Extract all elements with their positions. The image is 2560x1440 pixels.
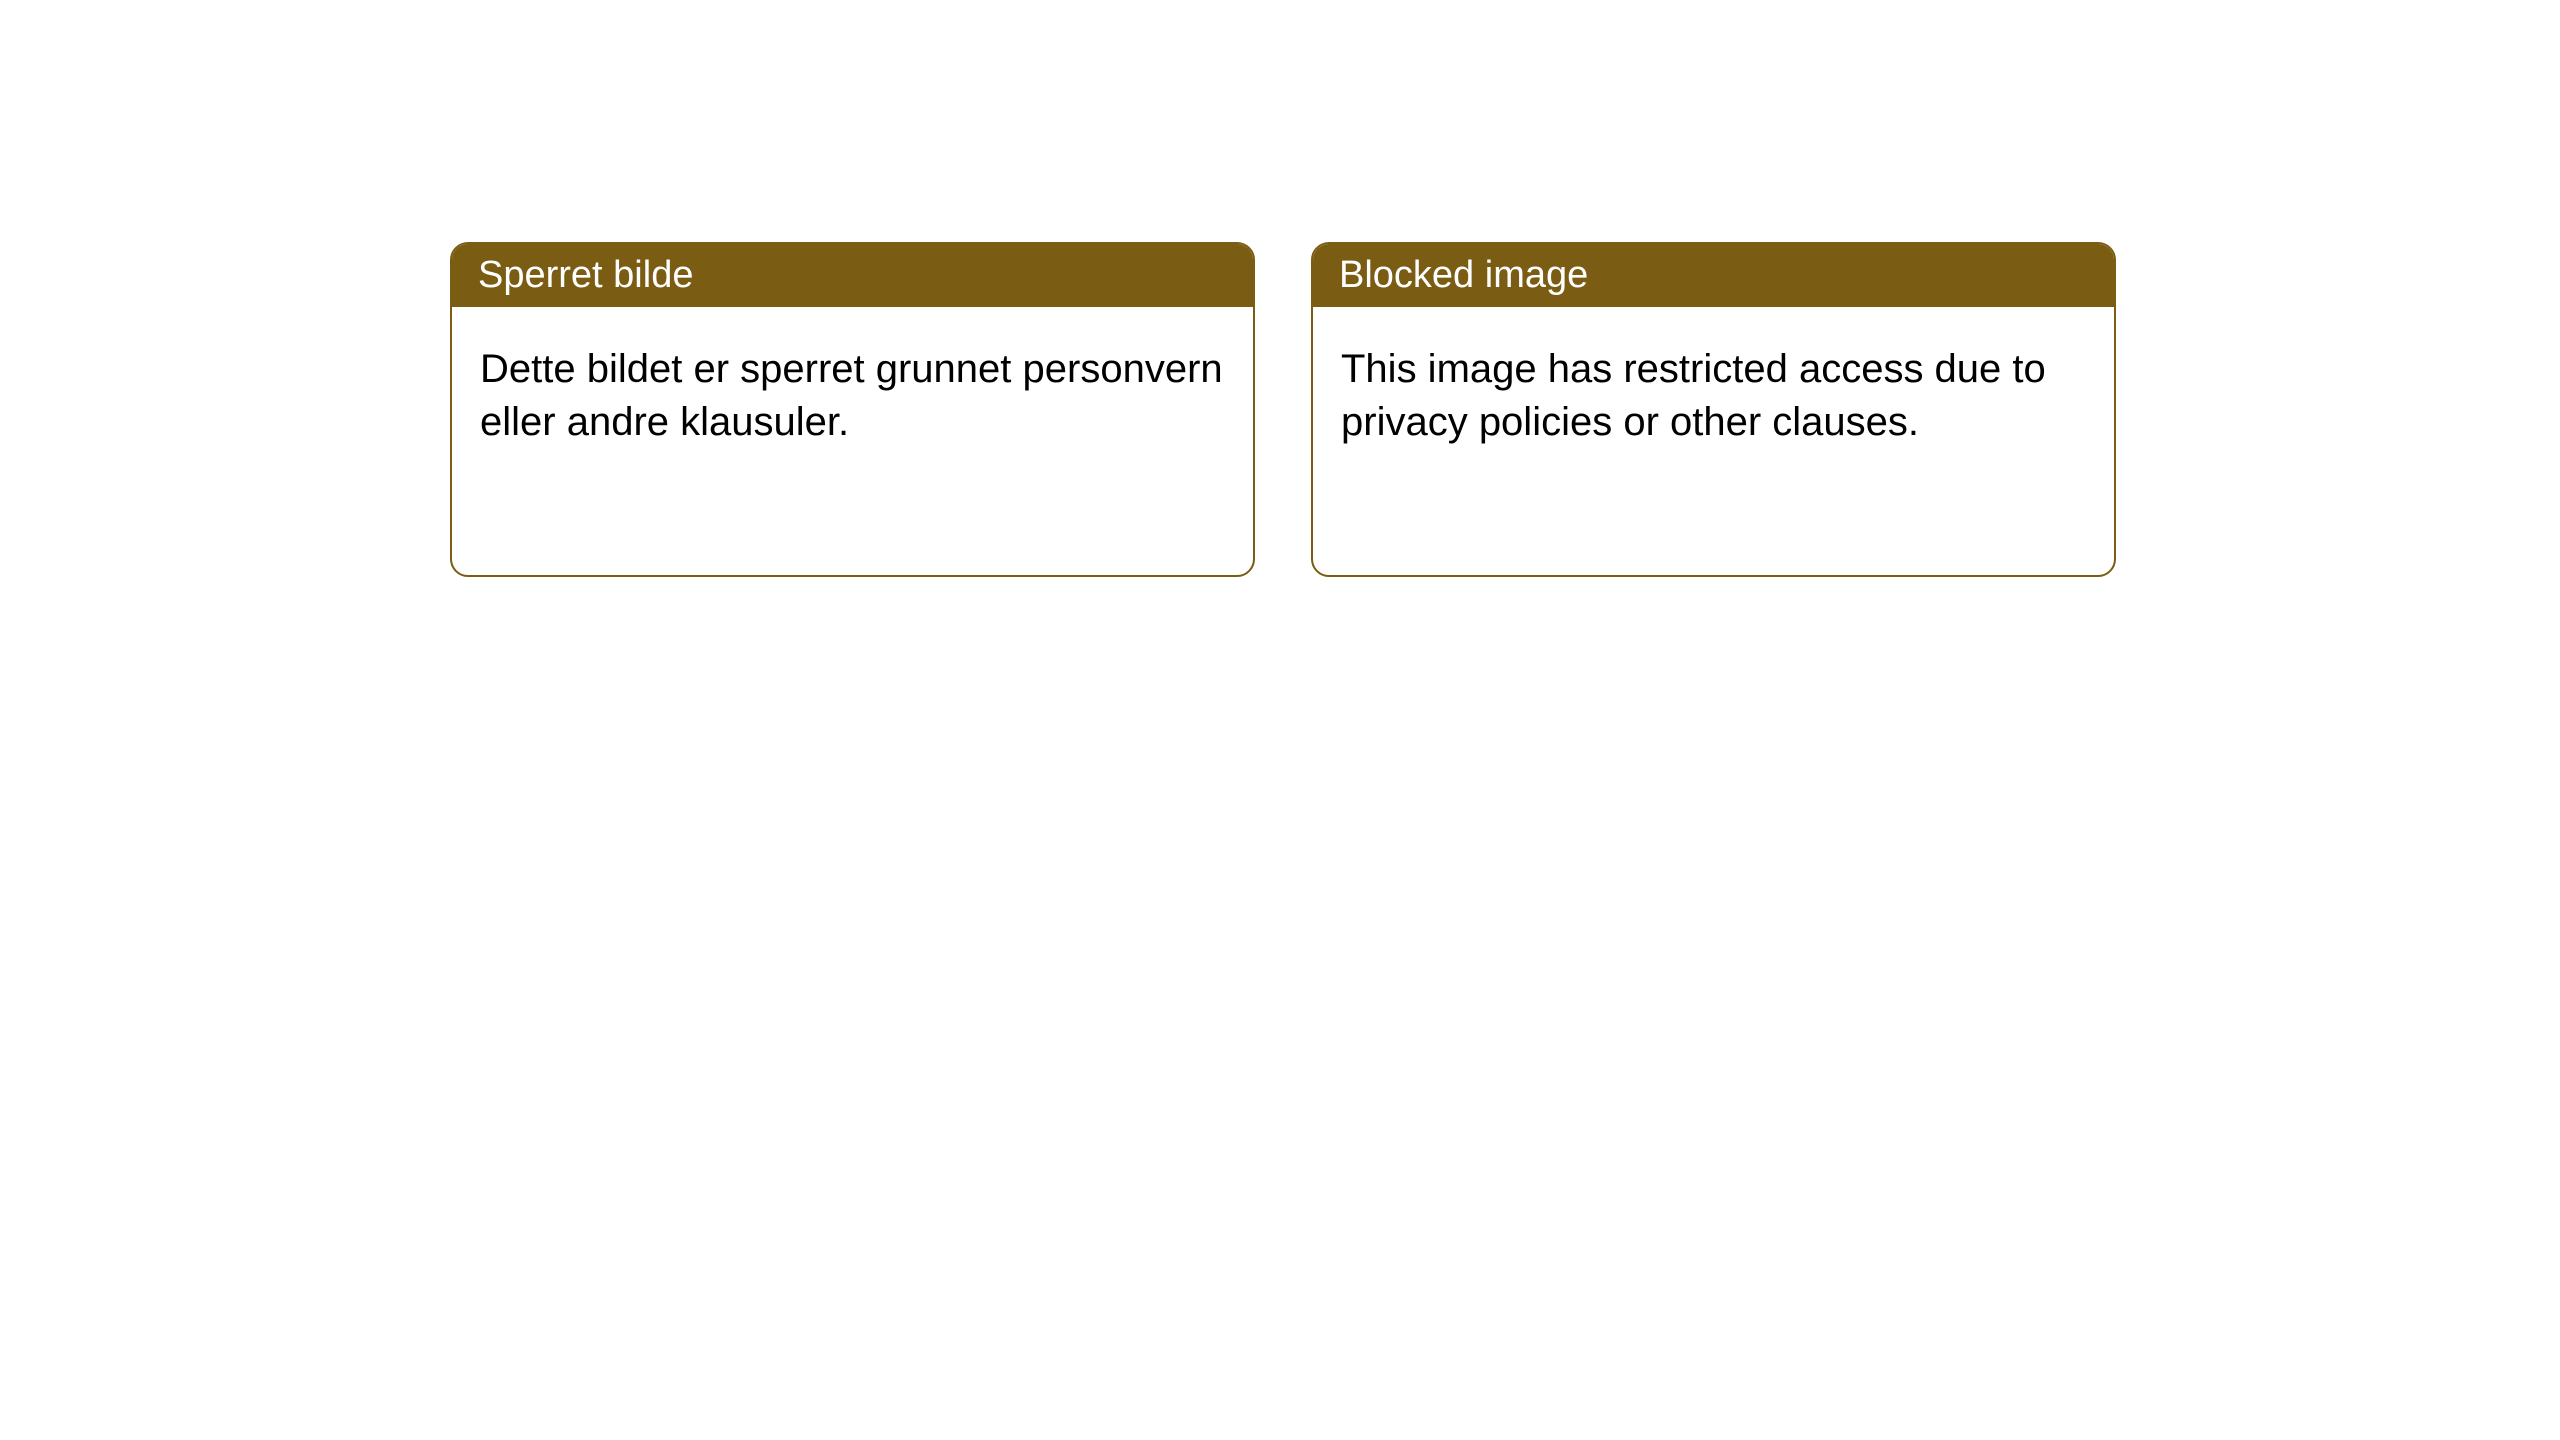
- notice-card-body: Dette bildet er sperret grunnet personve…: [452, 307, 1253, 485]
- notice-card-norwegian: Sperret bilde Dette bildet er sperret gr…: [450, 242, 1255, 577]
- notice-card-body: This image has restricted access due to …: [1313, 307, 2114, 485]
- notice-container: Sperret bilde Dette bildet er sperret gr…: [0, 0, 2560, 577]
- notice-card-title: Sperret bilde: [452, 244, 1253, 307]
- notice-card-title: Blocked image: [1313, 244, 2114, 307]
- notice-card-english: Blocked image This image has restricted …: [1311, 242, 2116, 577]
